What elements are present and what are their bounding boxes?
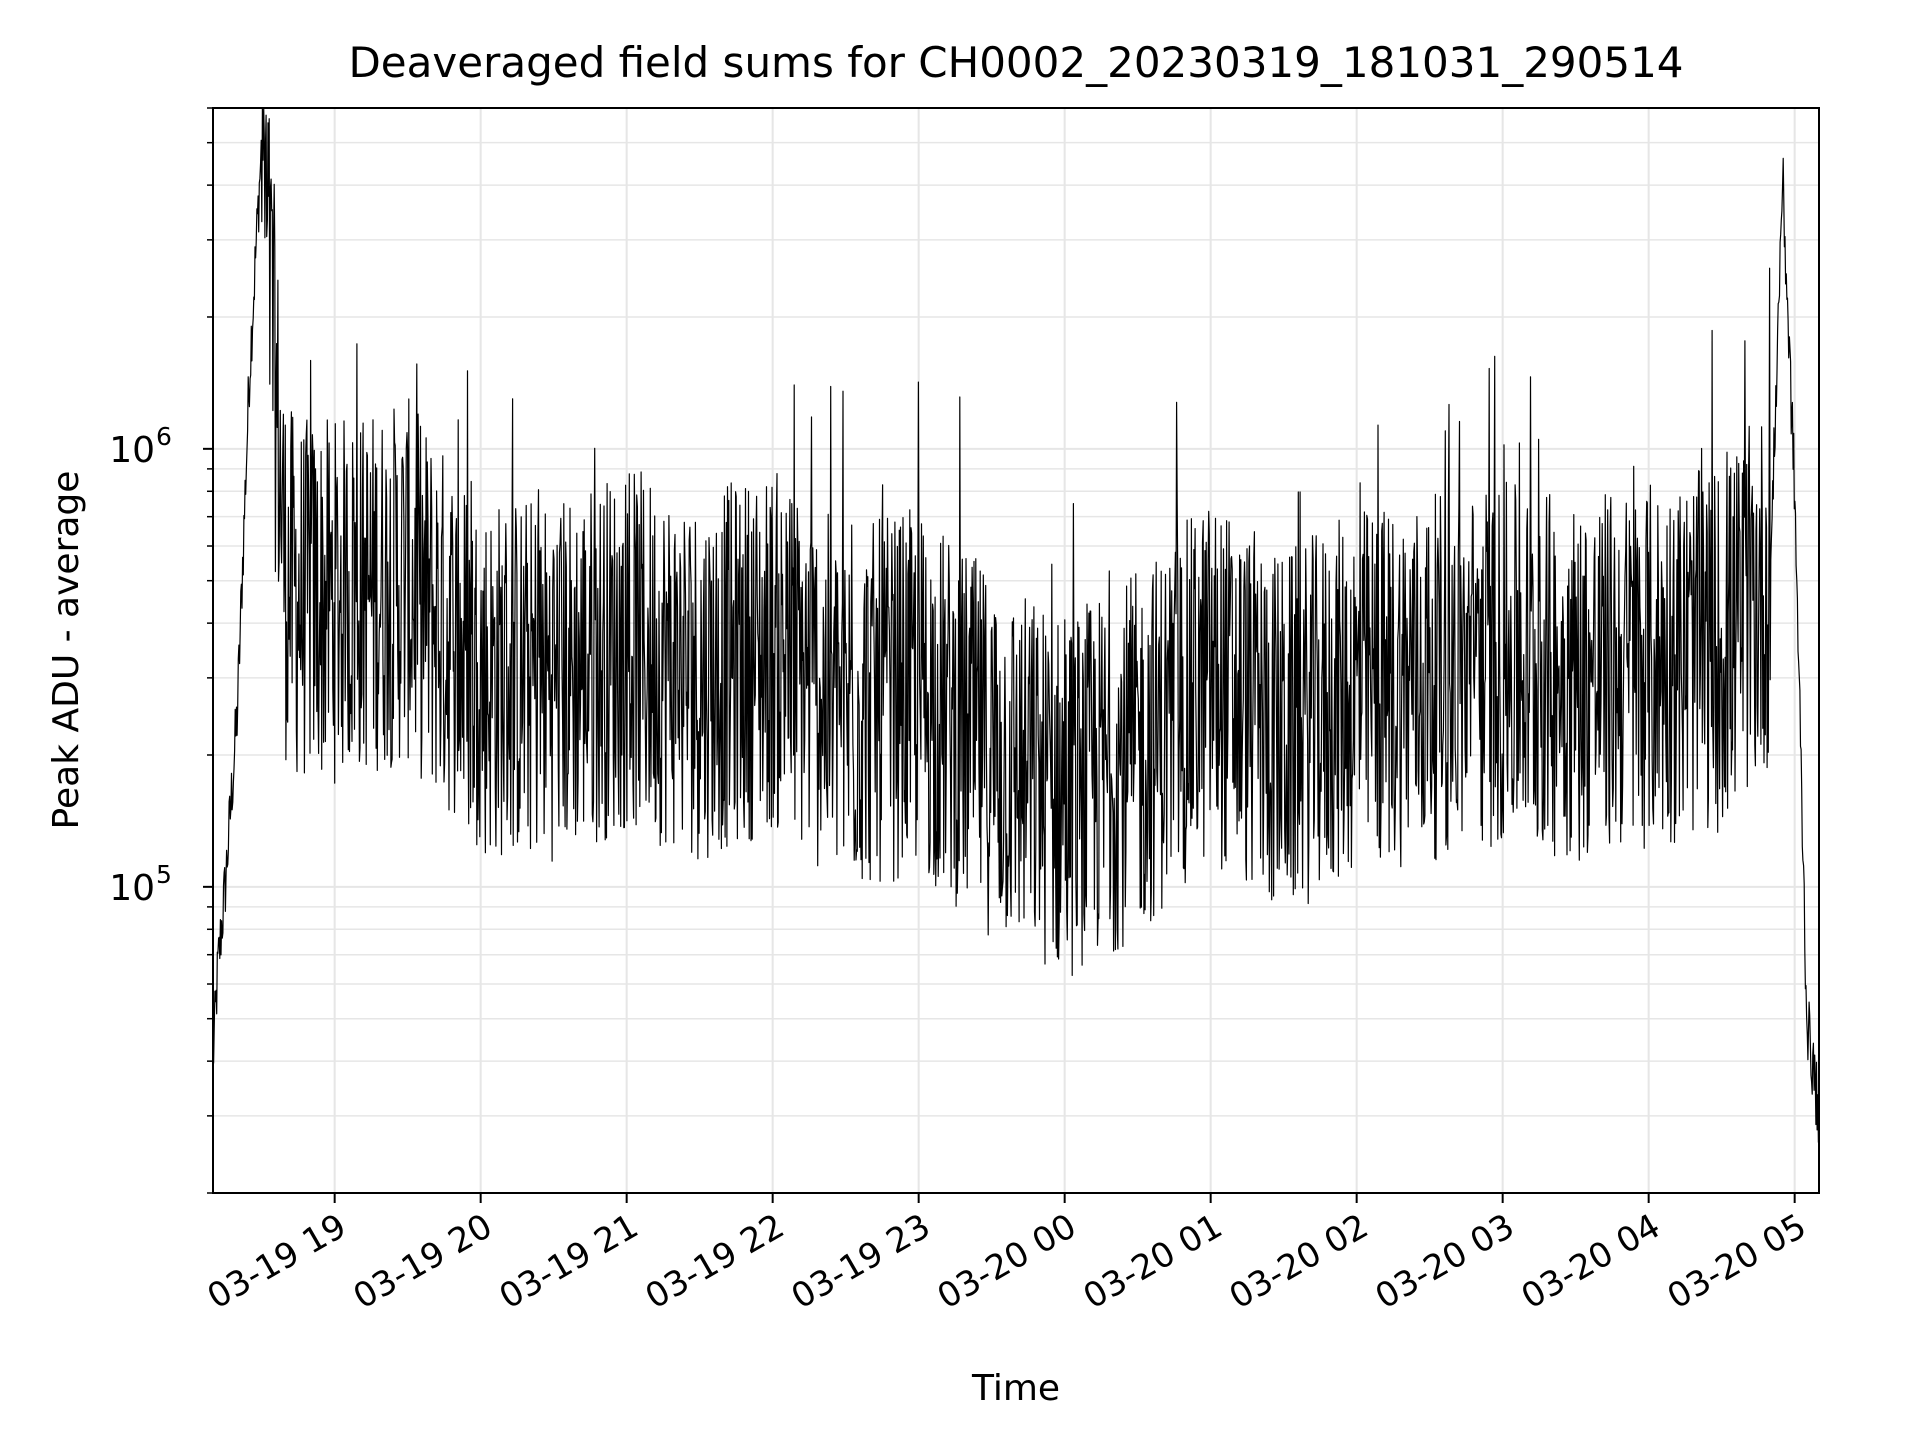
y-tick-label-exponent: 5 xyxy=(156,860,172,889)
y-tick-label-base: 10 xyxy=(109,868,155,909)
y-axis-label: Peak ADU - average xyxy=(46,471,87,830)
series-line xyxy=(212,107,1820,1143)
plot-frame xyxy=(212,107,1820,1194)
x-axis-label: Time xyxy=(971,1368,1060,1409)
y-tick-label-base: 10 xyxy=(109,430,155,471)
y-tick-label: 10 5 xyxy=(109,860,172,909)
y-tick-label-exponent: 6 xyxy=(156,422,172,451)
line-layer xyxy=(212,107,1820,1143)
y-tick-label: 10 6 xyxy=(109,422,172,471)
chart-title: Deaveraged field sums for CH0002_2023031… xyxy=(348,38,1683,87)
